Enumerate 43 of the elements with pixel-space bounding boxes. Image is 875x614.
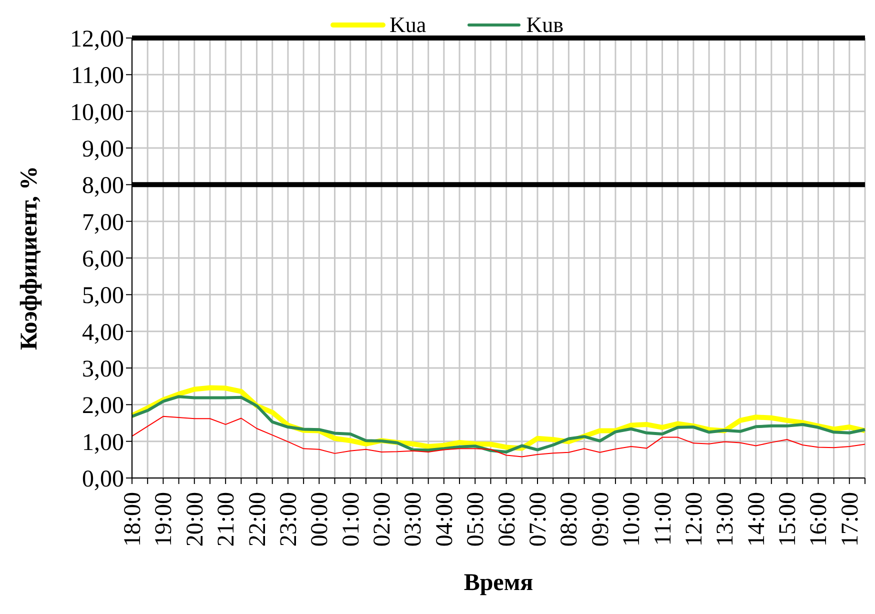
x-tick-label: 05:00	[463, 492, 490, 547]
x-tick-label: 18:00	[120, 492, 146, 547]
x-tick-label: 20:00	[182, 492, 208, 547]
x-tick-label: 11:00	[650, 492, 676, 546]
x-tick-label: 14:00	[744, 492, 770, 547]
x-tick-label: 10:00	[619, 492, 646, 547]
x-tick-label: 00:00	[307, 492, 334, 547]
y-tick-label: 11,00	[70, 63, 124, 90]
x-tick-label: 13:00	[712, 492, 739, 547]
x-tick-label: 03:00	[400, 492, 427, 547]
legend-label: Kuв	[526, 12, 564, 38]
x-tick-label: 12:00	[681, 492, 708, 547]
y-axis-title: Коэффициент, %	[16, 166, 43, 350]
y-tick-label: 10,00	[70, 100, 124, 126]
x-tick-label: 19:00	[151, 492, 178, 547]
y-tick-label: 3,00	[82, 356, 124, 383]
y-tick-label: 9,00	[82, 136, 124, 163]
line-series	[130, 395, 866, 454]
x-tick-label: 16:00	[806, 492, 832, 547]
x-tick-label: 06:00	[494, 492, 520, 547]
x-tick-label: 09:00	[588, 492, 614, 547]
x-tick-label: 04:00	[432, 492, 458, 547]
y-tick-label: 2,00	[82, 393, 124, 420]
line-series	[132, 416, 866, 458]
x-tick-label: 21:00	[214, 492, 240, 547]
y-tick-label: 0,00	[82, 466, 124, 493]
y-tick-label: 4,00	[82, 320, 124, 346]
legend-label: Kuа	[390, 12, 426, 38]
x-tick-label: 01:00	[338, 492, 364, 547]
x-tick-label: 23:00	[276, 492, 302, 547]
x-tick-label: 02:00	[370, 492, 396, 547]
y-tick-label: 8,00	[82, 173, 124, 200]
y-tick-label: 1,00	[82, 430, 124, 456]
x-tick-label: 15:00	[775, 492, 802, 547]
x-axis-title: Время	[464, 570, 534, 596]
x-tick-label: 22:00	[244, 492, 271, 547]
y-tick-label: 5,00	[82, 283, 124, 310]
y-tick-label: 12,00	[70, 26, 124, 53]
y-tick-label: 6,00	[82, 246, 124, 273]
y-tick-label: 7,00	[82, 210, 124, 236]
x-tick-label: 17:00	[837, 492, 864, 547]
x-tick-label: 07:00	[525, 492, 552, 547]
x-tick-label: 08:00	[556, 492, 583, 547]
